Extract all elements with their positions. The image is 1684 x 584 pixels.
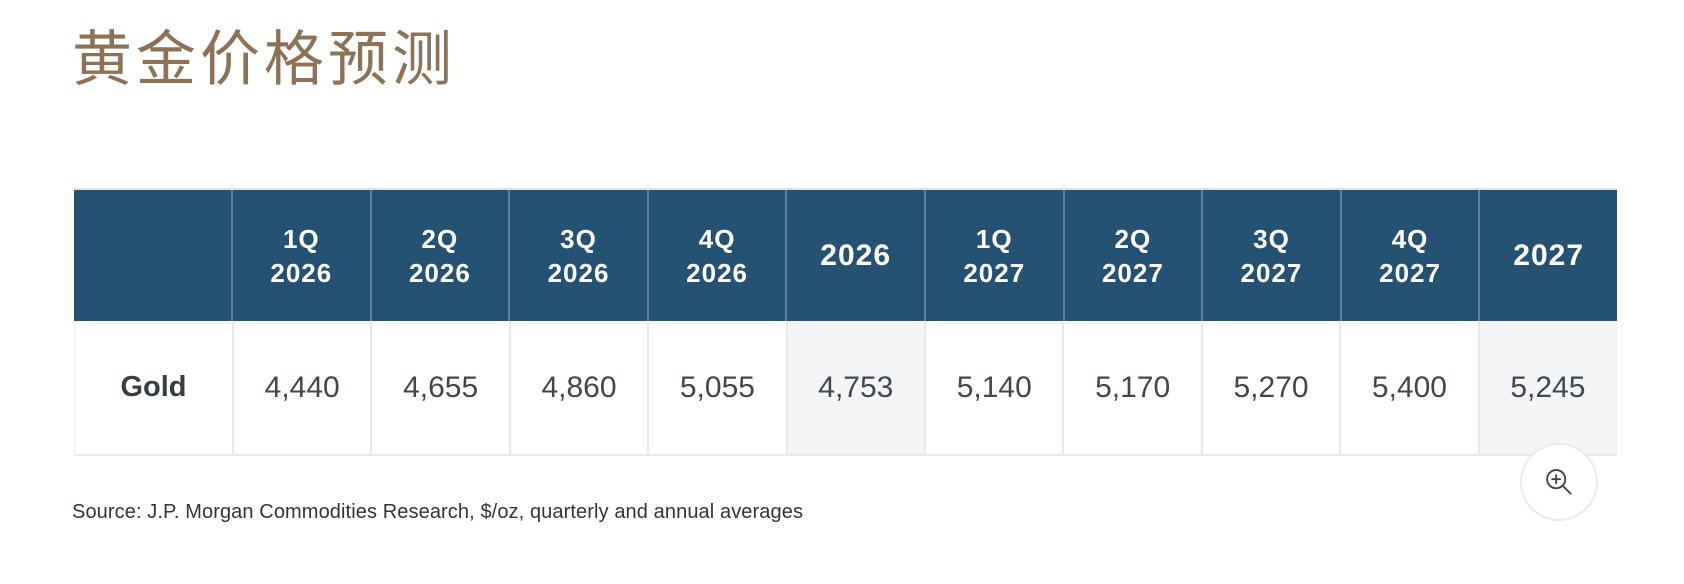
source-note: Source: J.P. Morgan Commodities Research…: [72, 501, 804, 523]
value: 4,440: [264, 370, 340, 404]
zoom-in-icon: [1542, 465, 1576, 499]
column-header-annual: 2026: [820, 238, 892, 272]
column-header-quarter: 2Q: [1114, 223, 1152, 254]
table-row: Gold 4,440 4,655 4,860 5,055 4,753 5,140 5,170 5…: [74, 321, 1617, 456]
column-header-year: 2026: [547, 257, 610, 288]
row-label-cell: Gold: [75, 321, 232, 454]
column-header-year: 2027: [963, 257, 1026, 288]
value-cell-2q-2027: 5,170: [1062, 321, 1200, 454]
column-header-year: 2026: [270, 257, 333, 288]
column-header-quarter: 4Q: [1391, 223, 1429, 254]
value-cell-3q-2026: 4,860: [508, 321, 647, 454]
column-header-3q-2027: 3Q 2027: [1201, 190, 1340, 321]
value-cell-2q-2026: 4,655: [370, 321, 508, 454]
column-header-quarter: 2Q: [421, 223, 459, 254]
column-header-4q-2027: 4Q 2027: [1339, 190, 1479, 321]
value: 5,170: [1095, 370, 1171, 404]
column-header-annual: 2027: [1513, 238, 1585, 272]
column-header-2027: 2027: [1478, 190, 1617, 321]
column-header-4q-2026: 4Q 2026: [646, 190, 786, 321]
column-header-year: 2026: [686, 257, 748, 288]
value-cell-1q-2026: 4,440: [232, 321, 370, 454]
column-header-3q-2026: 3Q 2026: [508, 190, 647, 321]
page-title: 黄金价格预测: [72, 26, 456, 93]
header-corner-cell: [74, 190, 231, 321]
column-header-quarter: 4Q: [698, 223, 736, 254]
value-cell-2027: 5,245: [1477, 321, 1617, 454]
column-header-quarter: 1Q: [282, 223, 320, 254]
column-header-quarter: 1Q: [975, 223, 1013, 254]
column-header-2026: 2026: [785, 190, 924, 321]
value: 5,400: [1371, 370, 1447, 404]
value: 5,055: [679, 370, 755, 404]
zoom-in-button[interactable]: [1520, 443, 1598, 521]
value-cell-1q-2027: 5,140: [924, 321, 1062, 454]
table-header-row: 1Q 2026 2Q 2026 3Q 2026 4Q 2026 2026 1Q 2027 2Q 2027…: [74, 188, 1617, 321]
column-header-quarter: 3Q: [1253, 223, 1290, 254]
value: 5,245: [1510, 370, 1586, 404]
value-cell-3q-2027: 5,270: [1200, 321, 1339, 454]
column-header-1q-2026: 1Q 2026: [231, 190, 370, 321]
value: 5,140: [956, 370, 1032, 404]
column-header-year: 2027: [1240, 257, 1303, 288]
value: 4,860: [541, 370, 617, 404]
column-header-2q-2027: 2Q 2027: [1062, 190, 1202, 321]
forecast-table: 1Q 2026 2Q 2026 3Q 2026 4Q 2026 2026 1Q 2027 2Q 2027…: [74, 188, 1617, 456]
value: 4,655: [403, 370, 479, 404]
column-header-year: 2027: [1379, 257, 1441, 288]
column-header-quarter: 3Q: [560, 223, 597, 254]
column-header-2q-2026: 2Q 2026: [369, 190, 509, 321]
value-cell-4q-2026: 5,055: [647, 321, 785, 454]
row-label: Gold: [120, 371, 187, 403]
value: 4,753: [818, 370, 894, 404]
column-header-year: 2027: [1101, 257, 1164, 288]
column-header-year: 2026: [408, 257, 471, 288]
value-cell-4q-2027: 5,400: [1339, 321, 1477, 454]
value: 5,270: [1233, 370, 1309, 404]
column-header-1q-2027: 1Q 2027: [923, 190, 1063, 321]
value-cell-2026: 4,753: [785, 321, 925, 454]
